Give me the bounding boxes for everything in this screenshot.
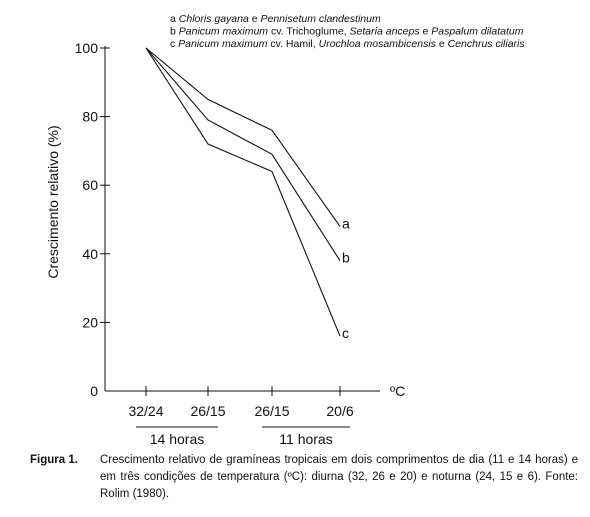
caption-label: Figura 1. bbox=[30, 454, 78, 466]
legend-text-part: Setaria anceps bbox=[350, 26, 421, 38]
series-label-a: a bbox=[342, 215, 350, 231]
legend-text-part: cv. Hamil, bbox=[267, 38, 318, 50]
series-line-b bbox=[145, 47, 341, 261]
chart: a Chloris gayana e Pennisetum clandestin… bbox=[45, 13, 525, 447]
series-line-c bbox=[145, 47, 341, 337]
axes: 0 20 40 60 80 100 32/24 26/15 26/15 20/6 ºC bbox=[75, 40, 406, 419]
legend-text-part: Cenchrus ciliaris bbox=[448, 38, 526, 50]
y-tick-label: 60 bbox=[82, 177, 98, 193]
legend-text-part: Panicum maximum bbox=[178, 38, 268, 50]
x-tick-label: 20/6 bbox=[326, 403, 353, 419]
legend-entry-c: c Panicum maximum cv. Hamil, Urochloa mo… bbox=[170, 38, 525, 50]
legend-key: a bbox=[170, 13, 179, 25]
legend-text-part: Urochloa mosambicensis bbox=[319, 38, 437, 50]
group-label: 11 horas bbox=[279, 431, 332, 447]
x-groups: 14 horas 11 horas bbox=[136, 426, 350, 447]
legend-text-part: e bbox=[249, 13, 261, 25]
legend-text-part: cv. Trichoglume, bbox=[268, 26, 350, 38]
y-tick-label: 0 bbox=[90, 383, 98, 399]
legend-text-part: e bbox=[436, 38, 448, 50]
x-tick-label: 26/15 bbox=[190, 403, 225, 419]
legend-entry-b: b Panicum maximum cv. Trichoglume, Setar… bbox=[170, 26, 524, 38]
series-lines: a b c bbox=[145, 47, 350, 341]
x-axis-unit: ºC bbox=[390, 383, 405, 399]
legend-key: b bbox=[170, 26, 179, 38]
y-tick-label: 80 bbox=[82, 109, 98, 125]
legend: a Chloris gayana e Pennisetum clandestin… bbox=[170, 13, 525, 50]
legend-text-part: Panicum maximum bbox=[179, 26, 269, 38]
y-tick-label: 40 bbox=[82, 246, 98, 262]
series-line-a bbox=[145, 47, 341, 227]
legend-text-part: Chloris gayana bbox=[179, 13, 249, 25]
group-label: 14 horas bbox=[150, 431, 204, 447]
x-tick-label: 32/24 bbox=[128, 403, 163, 419]
legend-key: c bbox=[170, 38, 178, 50]
x-tick-label: 26/15 bbox=[254, 403, 289, 419]
y-tick-label: 100 bbox=[75, 40, 99, 56]
caption-text: Crescimento relativo de gramíneas tropic… bbox=[100, 454, 578, 500]
legend-text-part: Paspalum dilatatum bbox=[431, 26, 523, 38]
series-label-b: b bbox=[342, 250, 350, 266]
y-axis-title: Crescimento relativo (%) bbox=[45, 125, 61, 278]
series-label-c: c bbox=[342, 325, 349, 341]
legend-entry-a: a Chloris gayana e Pennisetum clandestin… bbox=[170, 13, 381, 25]
legend-text-part: e bbox=[420, 26, 432, 38]
y-tick-label: 20 bbox=[82, 314, 98, 330]
legend-text-part: Pennisetum clandestinum bbox=[261, 13, 381, 25]
